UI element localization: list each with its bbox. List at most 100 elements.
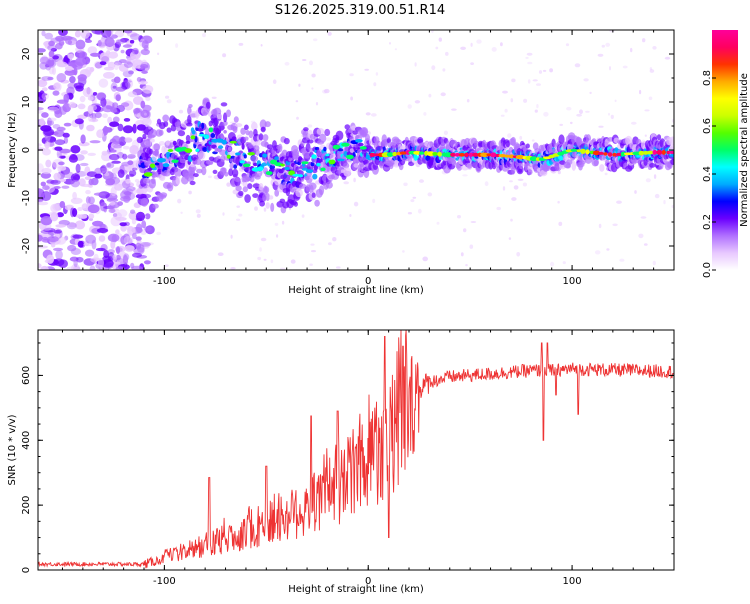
heat-blob: [243, 154, 247, 159]
heat-blob: [165, 95, 170, 99]
heat-blob: [141, 40, 149, 49]
heat-blob: [91, 239, 97, 250]
heat-blob: [117, 123, 124, 132]
heat-blob: [543, 111, 549, 117]
heat-blob: [634, 190, 637, 194]
heat-blob: [88, 196, 95, 205]
heat-blob: [56, 126, 66, 132]
x-tick-label: 100: [563, 276, 582, 287]
heat-blob: [644, 134, 647, 137]
heat-blob: [41, 226, 52, 231]
heat-blob: [542, 69, 547, 72]
heat-blob: [100, 164, 107, 175]
heat-blob: [136, 189, 144, 195]
heat-blob: [598, 223, 602, 229]
heat-blob: [407, 104, 412, 109]
heat-blob: [195, 148, 200, 152]
heat-blob: [619, 258, 625, 262]
heat-blob: [570, 121, 573, 125]
heat-blob: [242, 186, 248, 193]
heat-blob: [274, 222, 279, 226]
heat-blob: [513, 185, 519, 190]
heat-blob: [84, 176, 92, 181]
heat-blob: [128, 173, 135, 178]
heat-blob: [284, 61, 290, 66]
heat-blob: [67, 53, 74, 60]
heat-blob: [668, 136, 674, 146]
heat-blob: [135, 211, 146, 222]
heat-blob: [107, 233, 120, 242]
heat-blob: [283, 137, 290, 145]
heat-blob: [307, 124, 313, 128]
heat-blob: [511, 78, 516, 83]
heat-blob: [671, 118, 674, 123]
heat-blob: [274, 189, 280, 197]
heat-blob: [115, 229, 120, 235]
heat-blob: [55, 35, 65, 42]
heat-blob: [88, 213, 95, 219]
heat-blob: [177, 130, 186, 137]
heat-blob: [311, 87, 314, 90]
heat-blob: [238, 213, 243, 217]
heat-blob: [98, 235, 106, 242]
heat-blob: [87, 112, 93, 122]
heat-blob: [229, 140, 237, 144]
heat-blob: [40, 172, 52, 179]
heat-blob: [491, 47, 497, 52]
heat-blob: [142, 178, 151, 184]
heat-blob: [110, 82, 118, 92]
heat-blob: [41, 30, 46, 37]
heat-blob: [97, 258, 104, 268]
heat-blob: [258, 133, 264, 141]
heat-blob: [470, 221, 477, 223]
heat-blob: [303, 127, 309, 132]
heat-blob: [75, 85, 84, 92]
heat-blob: [123, 30, 133, 34]
heat-blob: [48, 50, 55, 58]
heat-blob: [653, 174, 657, 179]
heat-blob: [67, 244, 77, 252]
heat-blob: [325, 137, 332, 141]
heat-blob: [443, 130, 448, 135]
heat-blob: [61, 185, 70, 189]
heat-blob: [236, 205, 240, 208]
colorbar-tick-label: 0.0: [702, 262, 713, 278]
heat-blob: [174, 168, 182, 177]
x-tick-label: -100: [153, 576, 176, 587]
heat-blob: [260, 126, 266, 133]
heat-blob: [115, 246, 121, 254]
heat-blob: [612, 152, 617, 157]
heat-blob: [70, 248, 81, 255]
heat-blob: [167, 149, 174, 152]
heat-blob: [117, 38, 126, 44]
heat-blob: [470, 42, 473, 47]
heat-blob: [438, 37, 442, 42]
heat-blob: [353, 201, 359, 207]
heat-blob: [486, 153, 492, 157]
heat-blob: [211, 96, 217, 100]
heat-blob: [122, 145, 130, 150]
heat-blob: [57, 152, 68, 156]
y-tick-label: 400: [21, 431, 32, 450]
heat-blob: [59, 201, 66, 208]
heat-blob: [58, 161, 65, 166]
heat-blob: [131, 218, 137, 225]
heat-blob: [534, 109, 538, 113]
heat-blob: [522, 182, 528, 187]
heat-blob: [518, 168, 522, 173]
heat-blob: [244, 194, 251, 203]
colorbar: 0.0 0.2 0.4 0.6 0.8 Normalized spectral ampl…: [702, 30, 750, 278]
heat-blob: [117, 201, 123, 207]
heat-blob: [301, 214, 305, 218]
heat-blob: [70, 207, 75, 218]
heat-blob: [144, 112, 147, 116]
heat-blob: [369, 152, 376, 157]
heat-blob: [142, 133, 147, 140]
heat-blob: [80, 134, 86, 144]
heat-blob: [574, 63, 581, 68]
y-tick-label: 600: [21, 366, 32, 385]
heat-blob: [94, 173, 103, 179]
heat-blob: [188, 104, 193, 108]
heat-blob: [235, 185, 242, 192]
heat-blob: [272, 79, 277, 84]
